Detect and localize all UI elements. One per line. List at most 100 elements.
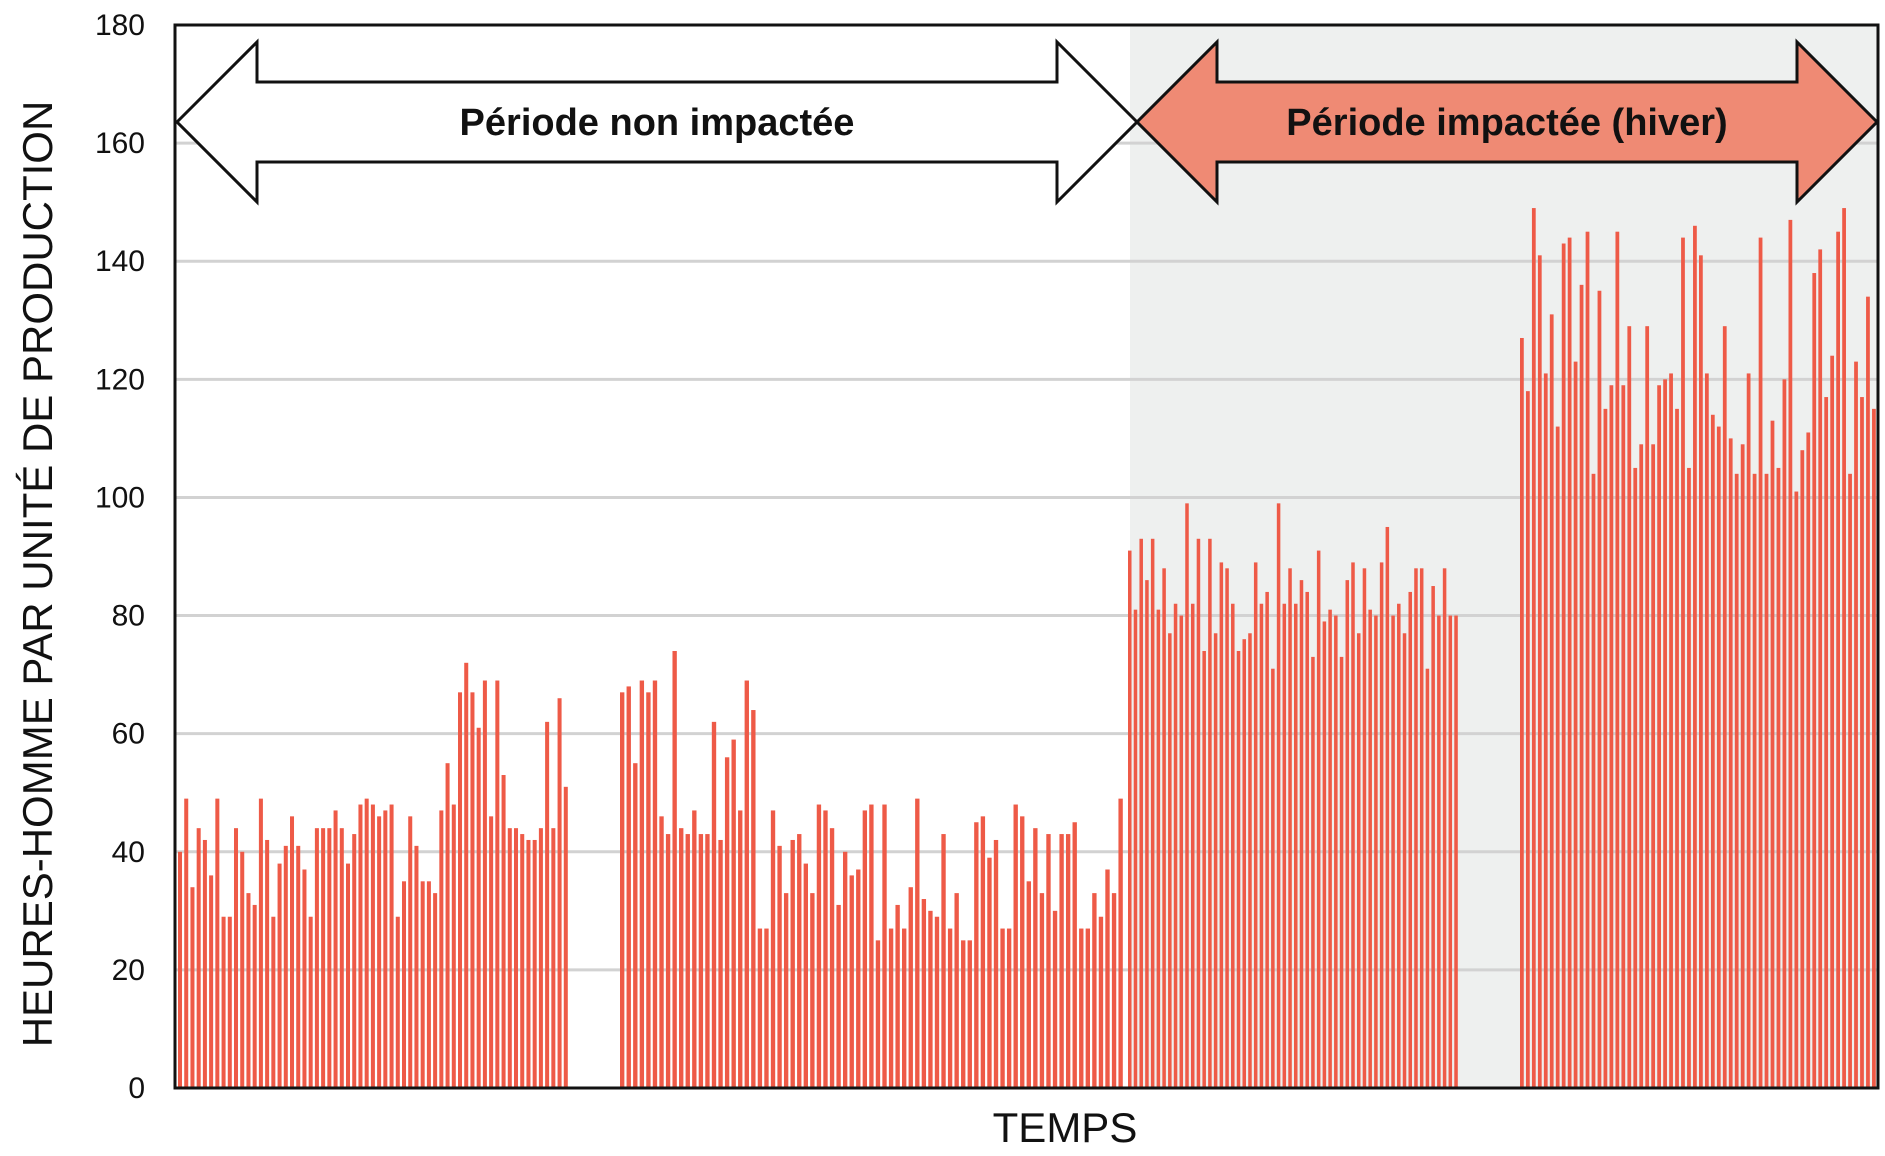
bar — [296, 845, 301, 1088]
bar — [1669, 373, 1673, 1088]
y-tick-label: 20 — [112, 954, 145, 987]
bar — [520, 834, 525, 1088]
bar — [1520, 337, 1524, 1088]
bar — [1133, 609, 1138, 1088]
bar — [941, 834, 946, 1088]
bar — [1615, 231, 1620, 1088]
bar — [1362, 568, 1367, 1088]
bar — [1006, 928, 1012, 1088]
bar — [526, 839, 531, 1088]
bar — [1448, 615, 1453, 1088]
bar — [1173, 603, 1178, 1088]
y-tick-label: 40 — [112, 836, 145, 869]
bar — [679, 828, 684, 1088]
bar — [532, 839, 537, 1088]
bar — [489, 816, 494, 1088]
bar — [458, 692, 463, 1088]
bar — [921, 899, 927, 1088]
bar — [209, 875, 214, 1088]
bar — [1537, 255, 1542, 1088]
bar — [557, 698, 562, 1088]
bar — [215, 798, 220, 1088]
bar — [842, 851, 848, 1088]
bar — [202, 839, 207, 1088]
bar — [1379, 562, 1384, 1088]
bar — [420, 881, 425, 1088]
bar — [501, 775, 506, 1088]
bar — [1788, 219, 1793, 1088]
y-tick-label: 120 — [95, 363, 145, 396]
bar — [265, 839, 270, 1088]
bar — [751, 710, 756, 1088]
bar — [895, 904, 900, 1088]
y-tick-label: 80 — [112, 600, 145, 633]
bar — [1800, 450, 1805, 1088]
bar — [1294, 603, 1298, 1088]
bar — [196, 828, 201, 1088]
bar — [724, 757, 730, 1088]
bar — [1663, 379, 1667, 1089]
bar — [731, 739, 736, 1088]
y-tick-labels: 0 20 40 60 80 100 120 140 160 180 — [95, 9, 145, 1105]
bar — [1385, 526, 1390, 1088]
bar — [836, 904, 841, 1088]
bar — [408, 816, 413, 1088]
bar — [1190, 603, 1195, 1088]
bar — [507, 828, 512, 1088]
bar — [961, 940, 966, 1088]
bar — [339, 828, 344, 1088]
bar — [1561, 243, 1566, 1088]
bar — [829, 828, 835, 1088]
bar — [234, 828, 239, 1088]
bar — [1156, 609, 1161, 1088]
bar — [652, 680, 658, 1088]
bar — [545, 721, 550, 1088]
bar — [1145, 580, 1149, 1088]
y-tick-label: 160 — [95, 127, 145, 160]
bar — [184, 798, 189, 1088]
bar — [967, 940, 972, 1088]
bar — [770, 810, 776, 1088]
bar — [790, 839, 795, 1088]
bar — [816, 804, 822, 1088]
bar — [711, 721, 717, 1088]
bar — [908, 887, 913, 1088]
bar — [1299, 580, 1304, 1088]
bar — [308, 916, 313, 1088]
bar — [1219, 562, 1224, 1088]
bar — [1794, 491, 1799, 1088]
bar — [1842, 208, 1846, 1088]
bar — [1026, 881, 1031, 1088]
bar — [1710, 414, 1715, 1088]
bar — [252, 904, 257, 1088]
bar — [1397, 603, 1401, 1088]
bar — [1603, 408, 1608, 1088]
bar — [1764, 473, 1769, 1088]
bar — [1866, 296, 1870, 1088]
bar — [1734, 473, 1739, 1088]
bar — [1065, 834, 1071, 1088]
bar — [464, 662, 469, 1088]
bars — [178, 208, 1876, 1089]
bar — [987, 857, 992, 1088]
bar — [470, 692, 475, 1088]
bar — [1265, 591, 1269, 1088]
bar — [974, 822, 979, 1088]
bar — [1782, 379, 1787, 1089]
bar — [869, 804, 874, 1088]
bar — [810, 893, 815, 1088]
bar — [1824, 397, 1829, 1088]
bar — [1830, 355, 1835, 1089]
bar — [1543, 373, 1548, 1088]
bar — [1651, 444, 1656, 1088]
bar — [383, 810, 388, 1088]
bar — [1716, 426, 1721, 1089]
bar — [389, 804, 394, 1088]
bar — [882, 804, 887, 1088]
non-impacted-period-arrow-label: Période non impactée — [460, 102, 855, 144]
bar — [672, 650, 677, 1088]
bar — [803, 863, 808, 1088]
bar — [1639, 444, 1644, 1088]
bar — [178, 851, 183, 1088]
